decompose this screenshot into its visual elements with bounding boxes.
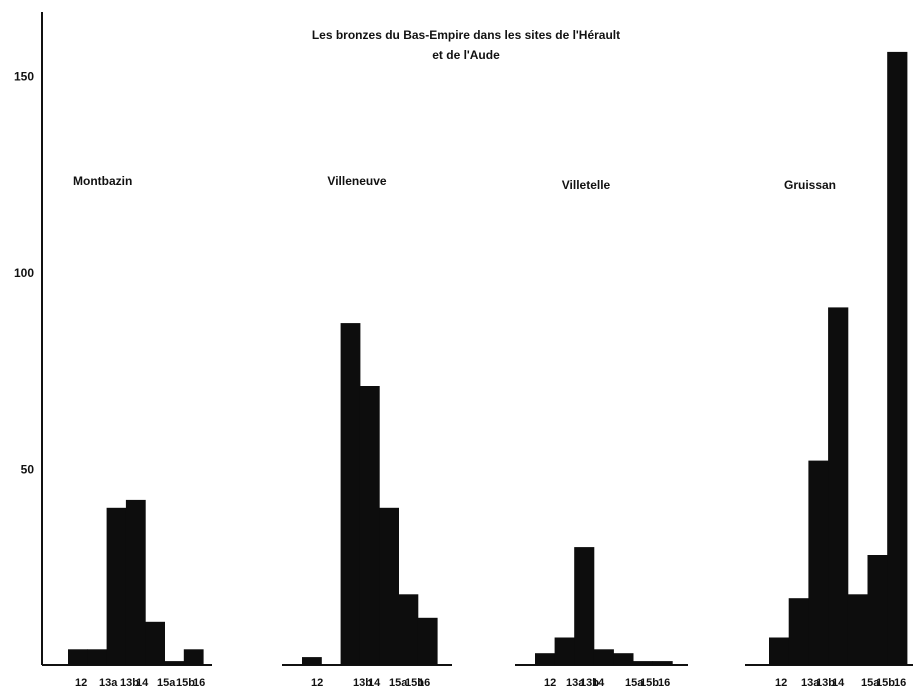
x-tick-label: 14 xyxy=(592,677,605,689)
x-tick-label: 12 xyxy=(311,677,323,689)
chart-title: Les bronzes du Bas-Empire dans les sites… xyxy=(312,28,620,42)
bar-14 xyxy=(593,649,614,665)
x-tick-label: 12 xyxy=(75,677,87,689)
bar-13a xyxy=(788,598,809,665)
x-tick-label: 15a xyxy=(157,677,176,689)
y-tick-label: 50 xyxy=(21,463,35,477)
x-tick-label: 13a xyxy=(99,677,118,689)
x-tick-label: 16 xyxy=(894,677,906,689)
x-tick-label: 15b xyxy=(876,677,895,689)
x-tick-label: 15a xyxy=(389,677,408,689)
panel-site-label: Villeneuve xyxy=(327,174,386,188)
bar-14 xyxy=(828,307,849,665)
x-tick-label: 12 xyxy=(544,677,556,689)
x-tick-label: 15b xyxy=(405,677,424,689)
bar-13b xyxy=(808,460,829,665)
x-tick-label: 15b xyxy=(176,677,195,689)
x-tick-label: 16 xyxy=(193,677,205,689)
x-tick-label: 13a xyxy=(566,677,585,689)
bar-15a xyxy=(379,507,399,665)
bar-15b xyxy=(633,661,654,665)
panel-site-label: Villetelle xyxy=(562,178,611,192)
x-tick-label: 16 xyxy=(418,677,430,689)
x-tick-label: 16 xyxy=(658,677,670,689)
x-tick-label: 14 xyxy=(368,677,381,689)
bar-13b xyxy=(106,507,127,665)
x-tick-label: 15a xyxy=(625,677,644,689)
y-axis-ticks: 50 100 150 xyxy=(14,70,34,477)
bar-13a xyxy=(554,637,575,665)
bar-15b xyxy=(867,555,888,665)
bar-16 xyxy=(183,649,204,665)
x-tick-label: 13b xyxy=(580,677,599,689)
bar-15a xyxy=(613,653,634,665)
bar-15a xyxy=(145,621,165,665)
bar-12 xyxy=(68,649,88,665)
bar-16 xyxy=(887,51,908,665)
y-tick-label: 150 xyxy=(14,70,34,84)
chart-subtitle: et de l'Aude xyxy=(432,48,500,62)
x-tick-label: 12 xyxy=(775,677,787,689)
bar-16 xyxy=(417,617,438,665)
bar-12 xyxy=(769,637,790,665)
x-tick-label: 13b xyxy=(120,677,139,689)
bar-13a xyxy=(87,649,108,665)
panel-site-label: Gruissan xyxy=(784,178,836,192)
bar-15b xyxy=(164,661,185,665)
bar-14 xyxy=(359,386,380,665)
bar-12 xyxy=(535,653,556,665)
x-tick-label: 13a xyxy=(801,677,820,689)
bar-13b xyxy=(340,323,361,665)
bar-15a xyxy=(847,594,868,665)
x-tick-label: 13b xyxy=(353,677,372,689)
bar-12 xyxy=(302,657,322,665)
y-tick-label: 100 xyxy=(14,266,34,280)
bar-16 xyxy=(652,661,673,665)
x-tick-label: 14 xyxy=(832,677,845,689)
bar-14 xyxy=(125,499,146,665)
x-tick-label: 15b xyxy=(640,677,659,689)
x-tick-label: 15a xyxy=(861,677,880,689)
x-tick-label: 13b xyxy=(816,677,835,689)
bar-15b xyxy=(398,594,419,665)
x-tick-label: 14 xyxy=(136,677,149,689)
bar-13b xyxy=(574,547,595,665)
panel-site-label: Montbazin xyxy=(73,174,132,188)
